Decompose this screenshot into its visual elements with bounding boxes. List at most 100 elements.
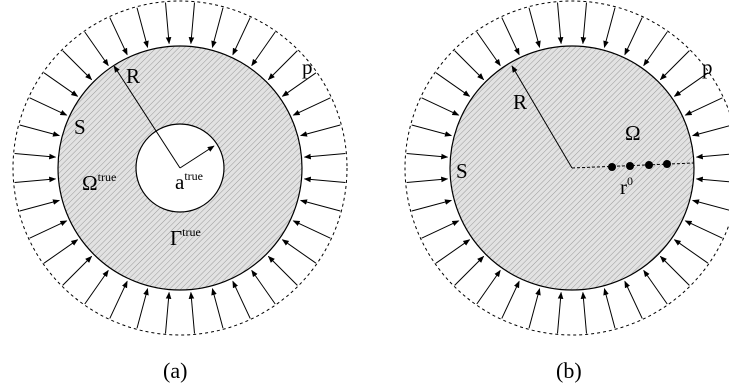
pressure-arrow (136, 7, 149, 48)
point-label-r0: r0 (620, 174, 633, 199)
pressure-arrow (692, 125, 729, 137)
pressure-arrow (29, 97, 68, 116)
domain-label-omega-b: Ω (625, 121, 641, 145)
pressure-arrow (165, 2, 172, 45)
pressure-arrow (406, 176, 449, 183)
pressure-arrow (501, 280, 520, 319)
pressure-arrow (188, 2, 195, 45)
pressure-arrow (43, 72, 79, 97)
pressure-arrow (14, 153, 57, 160)
pressure-arrow (109, 280, 128, 319)
sample-points (608, 160, 671, 171)
pressure-arrow (580, 2, 587, 45)
pressure-arrow (84, 31, 109, 67)
pressure-arrow (292, 97, 331, 116)
pressure-arrow (684, 220, 723, 239)
pressure-arrow (136, 288, 149, 329)
pressure-arrow (692, 199, 729, 211)
pressure-arrow (300, 124, 341, 137)
pressure-arrow (411, 124, 452, 137)
radius-label-R-a: R (126, 64, 140, 88)
pressure-arrow (624, 17, 643, 56)
pressure-arrows-a (14, 2, 346, 334)
caption-b: (b) (556, 358, 582, 383)
sample-point (626, 162, 634, 170)
pressure-arrow (673, 72, 709, 97)
pressure-arrow (232, 17, 251, 56)
pressure-arrow (43, 239, 79, 264)
pressure-arrow (19, 199, 60, 212)
pressure-arrow (232, 280, 251, 319)
pressure-arrow (300, 199, 341, 212)
domain-label-omega-true: Ωtrue (82, 170, 116, 195)
pressure-arrow (19, 124, 60, 137)
pressure-arrow (411, 199, 452, 212)
pressure-arrow (476, 31, 501, 67)
pressure-label-p-b: p (702, 55, 713, 79)
pressure-arrow (673, 239, 709, 264)
pressure-arrow (267, 50, 298, 81)
pressure-arrow (454, 50, 485, 81)
pressure-arrow (557, 291, 564, 334)
figure-a: R p S Ωtrue atrue Γtrue (a) (12, 0, 348, 383)
pressure-arrow (421, 97, 460, 116)
pressure-arrow (62, 255, 93, 286)
outer-dashed-boundary-b (404, 0, 729, 336)
figure-b: R p S Ω r0 (b) (404, 0, 729, 383)
pressure-arrow (303, 153, 346, 160)
pressure-arrow (643, 31, 668, 67)
pressure-arrow (603, 7, 616, 48)
pressure-arrow (14, 176, 57, 183)
pressure-arrow (303, 176, 346, 183)
pressure-arrow (528, 288, 541, 329)
pressure-arrow (84, 269, 109, 305)
sample-point (608, 163, 616, 171)
pressure-arrow (454, 255, 485, 286)
surface-label-S-a: S (74, 115, 86, 139)
pressure-arrow (603, 288, 616, 329)
pressure-arrow (684, 97, 723, 116)
pressure-arrow (292, 220, 331, 239)
pressure-arrow (188, 291, 195, 334)
pressure-arrow (281, 72, 317, 97)
pressure-arrow (211, 288, 224, 329)
pressure-arrow (557, 2, 564, 45)
pressure-arrow (29, 220, 68, 239)
pressure-arrow (528, 7, 541, 48)
radius-R-arrow-b (511, 65, 573, 169)
pressure-arrow (211, 7, 224, 48)
pressure-arrow (281, 239, 317, 264)
cavity-radius-label-a-true: atrue (175, 169, 203, 194)
pressure-arrow (406, 153, 449, 160)
pressure-arrow (435, 239, 471, 264)
pressure-arrow (624, 280, 643, 319)
pressure-label-p-a: p (302, 55, 313, 79)
pressure-arrow (501, 17, 520, 56)
radius-R-arrow-a (113, 65, 181, 169)
pressure-arrow (251, 31, 276, 67)
pressure-arrow (62, 50, 93, 81)
pressure-arrow (421, 220, 460, 239)
caption-a: (a) (163, 358, 187, 383)
pressure-arrow (435, 72, 471, 97)
pressure-arrow (695, 153, 729, 160)
pressure-arrow (109, 17, 128, 56)
pressure-arrow (267, 255, 298, 286)
pressure-arrow (643, 269, 668, 305)
pressure-arrow (476, 269, 501, 305)
pressure-arrow (251, 269, 276, 305)
radius-label-R-b: R (513, 90, 527, 114)
sample-point (645, 161, 653, 169)
pressure-arrows-b (406, 2, 729, 334)
radius-a-arrow (179, 145, 215, 169)
outer-dashed-boundary-a (12, 0, 348, 336)
surface-label-S-b: S (456, 159, 468, 183)
cavity-boundary-label-gamma-true: Γtrue (170, 225, 201, 250)
pressure-arrow (695, 176, 729, 183)
sample-point (663, 160, 671, 168)
pressure-arrow (165, 291, 172, 334)
pressure-arrow (659, 50, 690, 81)
pressure-arrow (580, 291, 587, 334)
pressure-arrow (659, 255, 690, 286)
